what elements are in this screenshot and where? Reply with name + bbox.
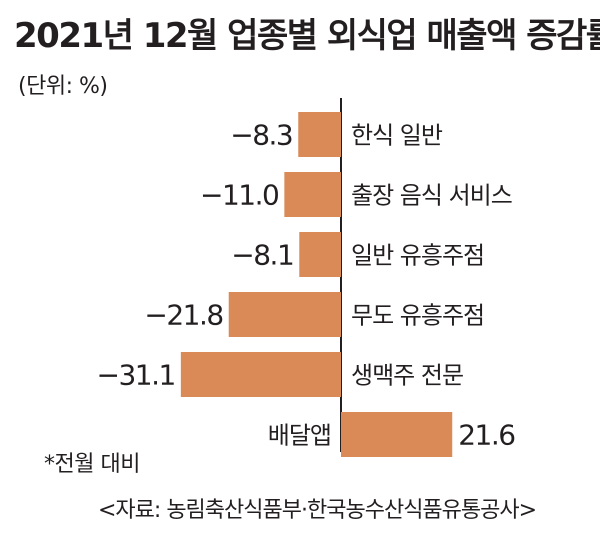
value-label: −8.3 bbox=[230, 119, 292, 152]
category-label: 무도 유흥주점 bbox=[351, 302, 484, 330]
category-label: 배달앱 bbox=[268, 422, 331, 450]
bar bbox=[284, 172, 341, 217]
bar bbox=[180, 352, 341, 397]
value-label: −11.0 bbox=[200, 179, 278, 212]
bar bbox=[298, 112, 341, 157]
bar bbox=[228, 292, 341, 337]
category-label: 한식 일반 bbox=[351, 122, 443, 150]
category-label: 일반 유흥주점 bbox=[351, 242, 484, 270]
bar bbox=[299, 232, 341, 277]
value-label: −8.1 bbox=[231, 239, 293, 272]
category-label: 생맥주 전문 bbox=[351, 362, 463, 390]
unit-label: (단위: %) bbox=[18, 74, 108, 99]
value-label: −21.8 bbox=[144, 299, 222, 332]
chart-title: 2021년 12월 업종별 외식업 매출액 증감률 bbox=[14, 16, 600, 56]
category-label: 출장 음식 서비스 bbox=[351, 182, 512, 210]
bar bbox=[341, 412, 453, 457]
value-label: 21.6 bbox=[458, 419, 515, 452]
value-label: −31.1 bbox=[97, 359, 175, 392]
footnote: *전월 대비 bbox=[44, 452, 140, 477]
source-credit: <자료: 농림축산식품부·한국농수산식품유통공사> bbox=[98, 498, 537, 523]
